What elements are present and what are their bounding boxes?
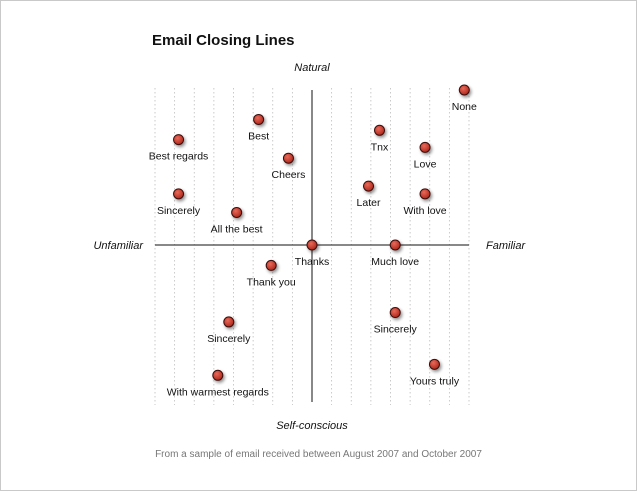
point-label: With love <box>403 205 446 217</box>
data-point <box>212 369 224 381</box>
data-point <box>389 307 401 319</box>
y-negative-label: Self-conscious <box>276 420 348 432</box>
point-label: Yours truly <box>410 375 460 387</box>
point-label: Sincerely <box>157 205 201 217</box>
point-label: All the best <box>211 223 263 235</box>
data-point <box>458 84 470 96</box>
point-label: Tnx <box>371 141 389 153</box>
point-label: Love <box>414 158 437 170</box>
data-point <box>374 124 386 136</box>
data-point <box>223 316 235 328</box>
data-point <box>253 113 265 125</box>
data-point <box>173 188 185 200</box>
data-point <box>306 239 318 251</box>
point-label: Sincerely <box>207 333 251 345</box>
point-label: None <box>452 101 477 113</box>
data-point <box>173 134 185 146</box>
point-label: Much love <box>371 256 419 268</box>
point-label: Best regards <box>149 151 209 163</box>
data-point <box>265 259 277 271</box>
point-label: Thanks <box>295 256 329 268</box>
y-positive-label: Natural <box>294 62 330 74</box>
data-point <box>419 188 431 200</box>
point-label: Cheers <box>272 169 306 181</box>
chart-title: Email Closing Lines <box>152 32 295 49</box>
point-label: With warmest regards <box>167 386 269 398</box>
data-point <box>282 152 294 164</box>
data-point <box>389 239 401 251</box>
point-label: Later <box>357 197 381 209</box>
data-point <box>419 141 431 153</box>
chart-caption: From a sample of email received between … <box>155 449 482 460</box>
point-label: Sincerely <box>374 324 418 336</box>
x-negative-label: Unfamiliar <box>93 240 144 252</box>
point-label: Thank you <box>247 276 296 288</box>
point-label: Best <box>248 130 269 142</box>
x-positive-label: Familiar <box>486 240 526 252</box>
data-point <box>363 180 375 192</box>
data-point <box>428 358 440 370</box>
data-point <box>231 206 243 218</box>
